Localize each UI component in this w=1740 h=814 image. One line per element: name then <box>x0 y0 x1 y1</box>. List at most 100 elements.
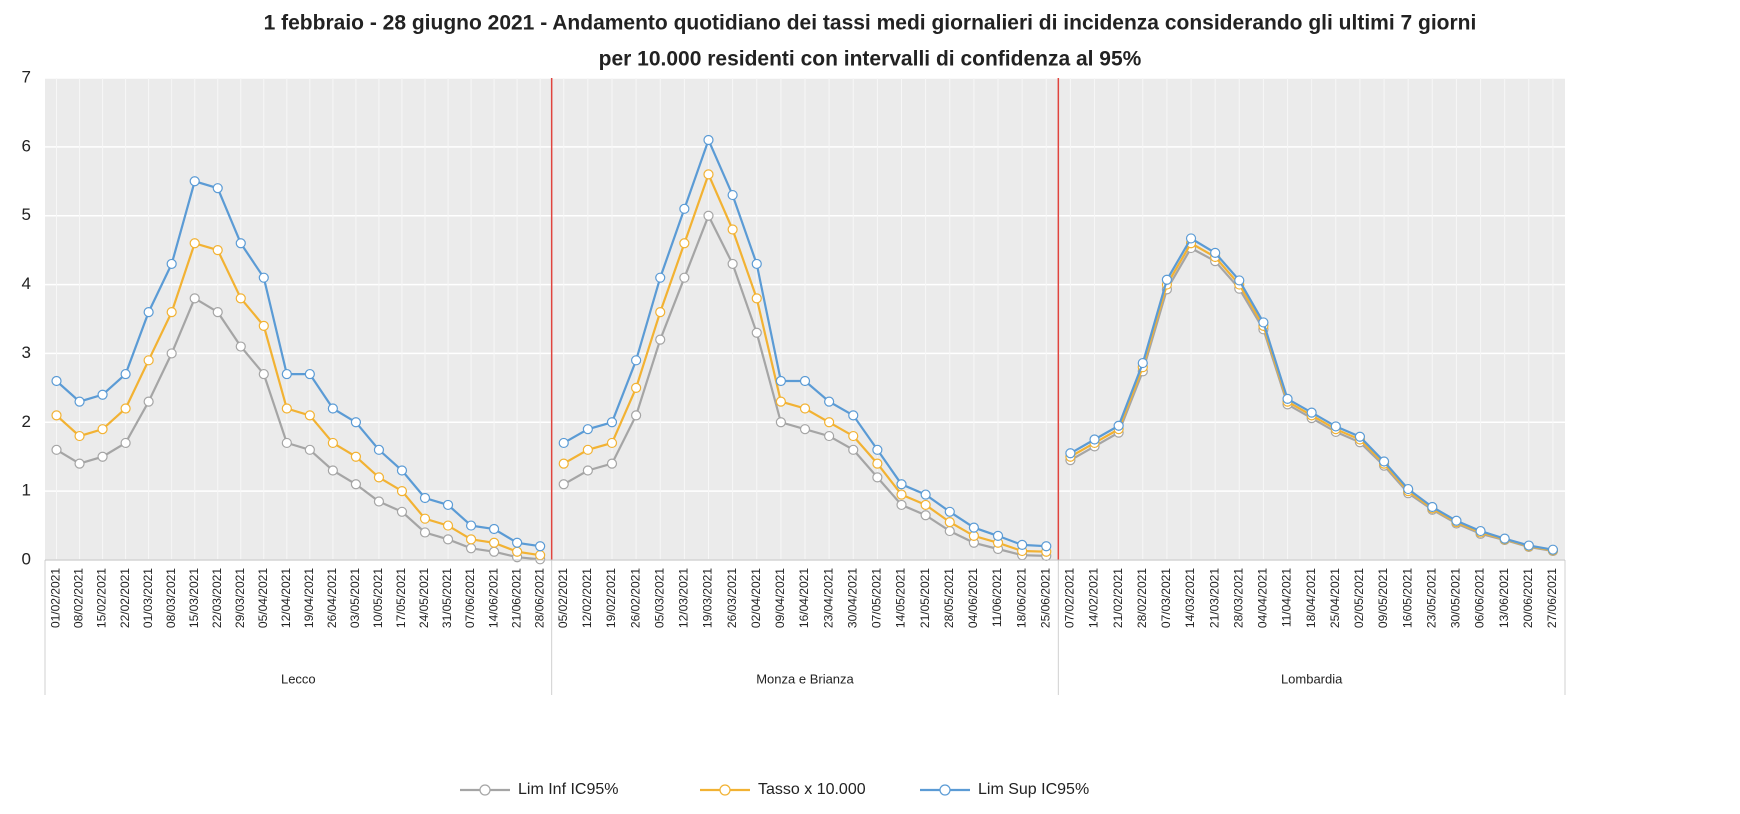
data-point <box>419 492 431 504</box>
data-point <box>396 486 408 497</box>
data-point <box>442 499 454 511</box>
data-point <box>1113 420 1124 431</box>
panel-label: Monza e Brianza <box>756 671 854 686</box>
data-point <box>120 368 131 380</box>
data-point <box>281 368 292 380</box>
data-point <box>824 396 835 407</box>
x-tick-label: 19/02/2021 <box>604 568 618 628</box>
data-point <box>727 224 738 235</box>
data-point <box>512 537 523 548</box>
data-point <box>848 430 859 442</box>
x-tick-label: 07/06/2021 <box>463 568 477 628</box>
data-point <box>258 272 269 283</box>
x-tick-label: 05/04/2021 <box>256 568 270 628</box>
x-tick-label: 15/03/2021 <box>187 568 201 628</box>
x-tick-label: 28/03/2021 <box>1231 568 1245 628</box>
x-tick-label: 29/03/2021 <box>233 568 247 628</box>
data-point <box>74 430 85 442</box>
data-point <box>373 472 385 483</box>
data-point <box>327 465 338 476</box>
data-point <box>920 510 931 521</box>
legend-label: Lim Inf IC95% <box>518 781 618 798</box>
data-point <box>631 382 642 393</box>
data-point <box>872 472 883 483</box>
data-point <box>212 183 223 194</box>
data-point <box>327 437 338 449</box>
y-tick-label: 3 <box>22 343 31 362</box>
x-tick-label: 26/02/2021 <box>628 568 642 628</box>
y-tick-label: 5 <box>22 205 31 224</box>
x-tick-label: 28/06/2021 <box>532 568 546 628</box>
data-point <box>373 496 385 507</box>
data-point <box>896 479 907 490</box>
data-point <box>824 417 835 428</box>
data-point <box>1089 434 1100 445</box>
data-point <box>1017 539 1028 550</box>
x-tick-label: 04/06/2021 <box>966 568 980 628</box>
y-tick-label: 1 <box>22 481 31 500</box>
series-line <box>55 241 541 557</box>
data-point <box>442 520 454 531</box>
data-point <box>120 403 131 414</box>
data-point <box>1065 448 1076 459</box>
data-point <box>258 368 269 380</box>
data-point <box>535 550 546 561</box>
data-point <box>74 458 85 469</box>
x-tick-label: 24/05/2021 <box>417 568 431 628</box>
x-tick-label: 13/06/2021 <box>1497 568 1511 628</box>
data-point <box>799 403 811 414</box>
data-point <box>143 307 154 318</box>
x-tick-label: 30/04/2021 <box>845 568 859 628</box>
data-point <box>189 293 200 304</box>
x-tick-label: 01/03/2021 <box>141 568 155 628</box>
data-point <box>679 272 690 283</box>
data-point <box>606 417 618 428</box>
data-point <box>1378 456 1390 467</box>
x-tick-label: 18/04/2021 <box>1304 568 1318 628</box>
data-point <box>655 307 666 318</box>
data-point <box>944 506 955 517</box>
data-point <box>396 465 408 476</box>
data-point <box>606 458 618 469</box>
x-tick-label: 16/04/2021 <box>797 568 811 628</box>
panel-label: Lecco <box>281 671 316 686</box>
data-point <box>1547 544 1559 555</box>
chart-subtitle: per 10.000 residenti con intervalli di c… <box>599 48 1142 71</box>
x-tick-label: 04/04/2021 <box>1256 568 1270 628</box>
data-point <box>751 293 762 304</box>
data-point <box>97 389 108 400</box>
x-tick-label: 28/02/2021 <box>1135 568 1149 628</box>
data-point <box>896 499 907 511</box>
data-point <box>51 444 62 455</box>
y-tick-label: 2 <box>22 412 31 431</box>
data-point <box>166 307 177 318</box>
legend-marker <box>719 784 731 796</box>
data-point <box>824 430 835 442</box>
data-point <box>350 451 362 462</box>
x-tick-label: 12/02/2021 <box>580 568 594 628</box>
x-tick-label: 19/04/2021 <box>302 568 316 628</box>
data-point <box>631 355 642 366</box>
x-tick-label: 14/02/2021 <box>1087 568 1101 628</box>
data-point <box>751 327 762 338</box>
data-point <box>97 424 108 435</box>
legend-marker <box>479 784 491 796</box>
data-point <box>1282 393 1293 404</box>
data-point <box>235 341 246 352</box>
data-point <box>920 499 931 511</box>
data-point <box>775 396 786 407</box>
data-point <box>1306 407 1317 418</box>
data-point <box>848 444 859 455</box>
data-point <box>1403 483 1414 495</box>
data-point <box>189 176 200 187</box>
data-point <box>655 272 666 283</box>
chart-title: 1 febbraio - 28 giugno 2021 - Andamento … <box>264 12 1477 35</box>
data-point <box>703 134 714 146</box>
series-line <box>55 179 541 548</box>
legend-marker <box>939 784 951 796</box>
data-point <box>1161 274 1173 285</box>
data-point <box>51 410 62 421</box>
y-tick-label: 7 <box>22 67 31 86</box>
x-tick-label: 08/03/2021 <box>164 568 178 628</box>
